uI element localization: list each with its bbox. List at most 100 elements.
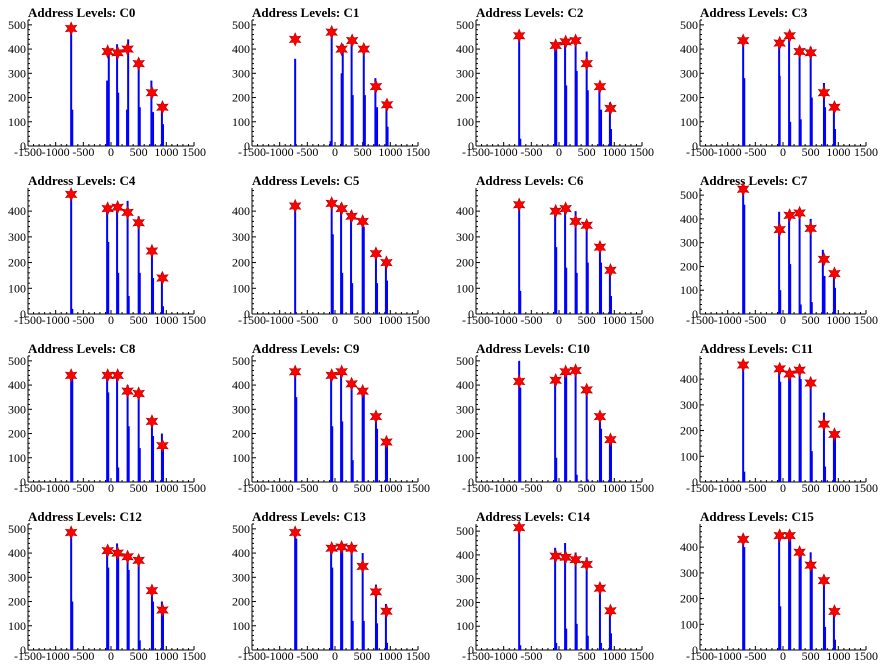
y-tick-label: 300 — [8, 570, 26, 584]
x-tick-label: -500 — [72, 313, 94, 327]
y-tick-label: 500 — [680, 18, 698, 32]
x-tick-label: 0 — [108, 313, 114, 327]
y-tick-label: 0 — [692, 475, 698, 489]
chart-plot: 0 100 200 300 400 500 -1500 -1000 -500 0 500 1000 15… — [8, 18, 206, 159]
histogram-bar — [361, 216, 364, 314]
y-tick-label: 200 — [232, 91, 250, 105]
chart-plot: 0 100 200 300 400 500 -1500 -1000 -500 0 500 1000 15… — [456, 354, 654, 495]
histogram-bar — [565, 375, 568, 482]
peak-marker — [817, 252, 831, 267]
peak-marker — [804, 45, 817, 60]
y-tick-label: 500 — [456, 354, 474, 368]
histogram-bar — [117, 553, 120, 650]
histogram-bar — [385, 99, 388, 146]
peak-marker — [559, 550, 572, 565]
y-tick-label: 0 — [468, 139, 474, 153]
histogram-bar — [743, 78, 746, 146]
histogram-bar — [137, 58, 140, 146]
y-tick-label: 400 — [232, 42, 250, 56]
y-tick-label: 100 — [680, 283, 698, 297]
x-tick-label: -1000 — [42, 481, 70, 495]
peak-marker — [604, 432, 617, 447]
x-tick-label: -1000 — [714, 145, 742, 159]
chart-title: Address Levels: C14 — [476, 509, 590, 524]
x-tick-label: 500 — [354, 313, 372, 327]
peak-marker — [736, 532, 750, 547]
chart-panel: Address Levels: C10 0 100 200 300 400 500 -1500… — [448, 336, 672, 504]
peak-marker — [783, 528, 796, 543]
peak-marker — [325, 24, 338, 40]
y-tick-label: 300 — [8, 402, 26, 416]
histogram-bar — [610, 633, 613, 650]
y-tick-label: 400 — [232, 204, 250, 218]
histogram-bar — [799, 119, 802, 146]
peak-marker — [828, 604, 841, 619]
histogram-bar — [598, 583, 601, 650]
peak-marker — [156, 99, 169, 115]
histogram-bar — [127, 296, 130, 314]
x-tick-label: 1000 — [826, 313, 850, 327]
peak-marker — [101, 543, 114, 558]
histogram-bar — [798, 368, 801, 482]
histogram-bar — [608, 270, 611, 314]
chart-panel: Address Levels: C15 0 100 200 300 400 -1500 -10… — [672, 504, 896, 672]
y-tick-label: 300 — [232, 570, 250, 584]
chart-plot: 0 100 200 300 400 500 -1500 -1000 -500 0 500 1000 15… — [680, 18, 878, 159]
chart-plot: 0 100 200 300 400 500 -1500 -1000 -500 0 500 1000 15… — [232, 522, 430, 663]
histogram-bar — [788, 371, 791, 482]
histogram-bar — [162, 306, 165, 314]
y-tick-label: 100 — [8, 451, 26, 465]
x-tick-label: -500 — [744, 145, 766, 159]
histogram-bar — [743, 547, 746, 650]
x-tick-label: -1000 — [42, 145, 70, 159]
histogram-bar — [834, 438, 837, 482]
chart-plot: 0 100 200 300 400 -1500 -1000 -500 0 500 1000 1500 — [456, 188, 654, 327]
x-tick-label: -500 — [520, 481, 542, 495]
histogram-bar — [809, 46, 812, 146]
peak-marker — [773, 361, 786, 377]
histogram-bar — [351, 283, 354, 314]
x-tick-label: -500 — [520, 145, 542, 159]
y-tick-label: 500 — [8, 354, 26, 368]
peak-marker — [817, 85, 831, 100]
chart-panel: Address Levels: C5 0 100 200 300 400 -1500 -100… — [224, 168, 448, 336]
histogram-bar — [152, 435, 155, 482]
peak-marker — [512, 28, 526, 44]
x-tick-label: 0 — [108, 649, 114, 663]
x-tick-label: -1500 — [462, 145, 490, 159]
histogram-bar — [779, 606, 782, 650]
x-tick-label: -500 — [296, 313, 318, 327]
histogram-bar — [788, 534, 791, 650]
histogram-bar — [799, 304, 802, 314]
y-tick-label: 300 — [232, 230, 250, 244]
peak-marker — [736, 357, 750, 373]
y-tick-label: 400 — [8, 204, 26, 218]
histogram-bar — [823, 275, 826, 314]
peak-marker — [817, 416, 831, 432]
chart-plot: 0 100 200 300 400 500 -1500 -1000 -500 0 500 1000 15… — [232, 18, 430, 159]
x-tick-label: 1500 — [854, 313, 878, 327]
histogram-bar — [809, 552, 812, 650]
y-tick-label: 300 — [680, 66, 698, 80]
histogram-bar — [138, 448, 141, 482]
y-tick-label: 100 — [680, 115, 698, 129]
peak-marker — [593, 239, 607, 255]
peak-marker — [369, 79, 383, 94]
histogram-bar — [351, 95, 354, 146]
peak-marker — [369, 409, 383, 424]
peak-marker — [380, 255, 393, 270]
peak-marker — [783, 366, 796, 382]
y-tick-label: 300 — [456, 572, 474, 586]
chart-plot: 0 100 200 300 400 500 -1500 -1000 -500 0 500 1000 15… — [8, 522, 206, 663]
histogram-bar — [341, 272, 344, 314]
x-tick-label: 0 — [556, 313, 562, 327]
histogram-bar — [586, 262, 589, 314]
histogram-bar — [575, 272, 578, 314]
y-tick-label: 100 — [456, 619, 474, 633]
x-tick-label: 500 — [354, 481, 372, 495]
histogram-bar — [574, 39, 577, 146]
x-tick-label: 500 — [578, 145, 596, 159]
x-tick-label: -500 — [72, 649, 94, 663]
histogram-bar — [150, 80, 153, 146]
x-tick-label: 1500 — [406, 313, 430, 327]
